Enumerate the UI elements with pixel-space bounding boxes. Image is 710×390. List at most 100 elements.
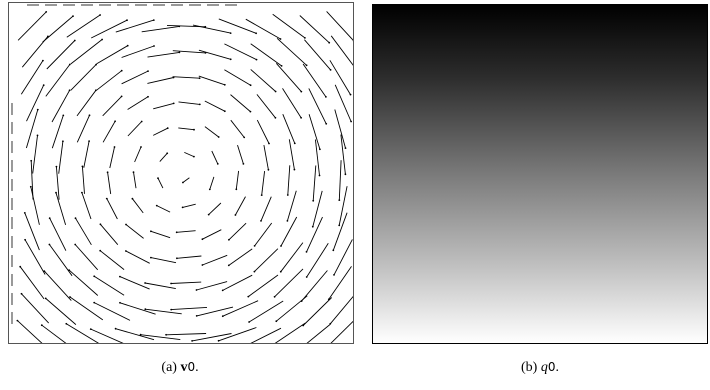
caption-a-symbol: v: [180, 360, 188, 375]
field-arrow: [166, 333, 207, 336]
field-arrow: [152, 127, 168, 136]
field-arrow-head: [62, 114, 65, 117]
field-arrow-head: [253, 270, 256, 273]
field-arrow: [312, 165, 317, 201]
field-arrow-head: [16, 319, 19, 322]
field-arrow-head: [152, 19, 155, 21]
field-arrow-head: [255, 32, 257, 35]
field-arrow: [184, 151, 195, 158]
field-arrow: [302, 297, 333, 326]
field-arrow-head: [181, 206, 184, 209]
field-arrow-head: [166, 152, 169, 155]
field-arrow: [235, 196, 246, 216]
field-arrow: [58, 141, 64, 174]
field-arrow-head: [95, 63, 97, 66]
field-arrow-head: [132, 171, 135, 174]
field-arrow: [245, 18, 281, 40]
field-arrow-head: [88, 140, 90, 143]
field-arrow: [24, 212, 40, 251]
field-arrow: [306, 243, 329, 278]
field-arrow: [272, 13, 306, 39]
field-arrow-head: [279, 38, 282, 40]
field-arrow: [260, 196, 272, 222]
field-arrow-head: [333, 274, 335, 276]
field-arrow: [153, 102, 174, 110]
caption-b-label: (b): [521, 360, 538, 375]
field-arrow: [90, 328, 124, 343]
field-arrow-head: [140, 120, 143, 123]
field-arrow-head: [165, 333, 168, 336]
field-arrow: [24, 239, 46, 275]
field-arrow: [330, 35, 353, 66]
field-arrow: [308, 114, 321, 150]
field-arrow: [208, 202, 222, 215]
vector-field-plot: [8, 2, 354, 344]
field-arrow: [334, 109, 346, 149]
field-arrow: [127, 96, 149, 110]
field-arrow: [333, 239, 353, 276]
field-arrow: [204, 126, 219, 138]
field-arrow: [286, 190, 297, 222]
field-arrow-head: [23, 212, 26, 214]
field-arrow-head: [223, 110, 226, 113]
field-arrow: [338, 186, 348, 226]
field-arrow-head: [131, 197, 134, 200]
field-arrow-head: [275, 320, 278, 323]
field-arrow: [176, 230, 196, 233]
field-arrow: [171, 306, 208, 311]
field-arrow-head: [260, 220, 262, 222]
field-arrow: [196, 306, 234, 317]
field-arrow-head: [304, 37, 306, 39]
field-arrow: [304, 39, 331, 71]
field-arrow-head: [65, 322, 68, 325]
field-arrow: [261, 171, 266, 196]
field-arrow-head: [45, 11, 48, 13]
field-arrow: [55, 166, 60, 200]
field-arrow-head: [193, 128, 195, 131]
field-arrow: [42, 15, 74, 43]
field-arrow-head: [43, 270, 46, 272]
field-arrow: [282, 114, 296, 144]
field-arrow-head: [338, 199, 341, 202]
field-arrow-head: [106, 171, 109, 174]
field-arrow-head: [139, 333, 142, 336]
field-arrow-head: [253, 245, 256, 247]
field-arrow-head: [55, 165, 58, 168]
field-arrow-head: [72, 15, 74, 17]
field-arrow: [90, 19, 128, 39]
field-arrow: [20, 60, 44, 95]
field-arrow: [306, 216, 323, 253]
field-arrow: [198, 75, 225, 86]
field-arrow: [17, 320, 43, 343]
field-arrow: [30, 160, 34, 200]
field-arrow-head: [81, 165, 84, 168]
field-arrow: [21, 293, 50, 324]
field-arrow: [204, 100, 226, 112]
field-arrow-head: [81, 191, 83, 194]
field-arrow: [218, 327, 257, 342]
field-arrow-head: [249, 84, 252, 87]
field-arrow-head: [235, 188, 238, 191]
field-arrow: [115, 19, 154, 33]
field-arrow: [328, 266, 352, 300]
field-arrow-head: [191, 340, 194, 342]
field-arrow: [192, 333, 232, 342]
field-arrow-head: [125, 223, 127, 226]
caption-a: (a) v0.: [161, 360, 198, 376]
field-arrow: [202, 229, 222, 240]
field-arrow-head: [99, 249, 102, 252]
field-arrow: [93, 302, 131, 321]
field-arrow-head: [274, 116, 277, 119]
field-arrow: [99, 250, 125, 270]
field-arrow: [96, 45, 128, 65]
field-arrow: [41, 324, 67, 343]
field-arrow-head: [62, 140, 64, 143]
field-arrow-head: [198, 103, 201, 106]
field-arrow: [340, 134, 346, 175]
field-arrow-head: [243, 136, 246, 139]
field-arrow: [250, 327, 282, 343]
field-arrow: [121, 45, 155, 58]
field-arrow-head: [93, 301, 96, 304]
field-arrow: [250, 69, 276, 92]
field-arrow: [134, 146, 142, 163]
